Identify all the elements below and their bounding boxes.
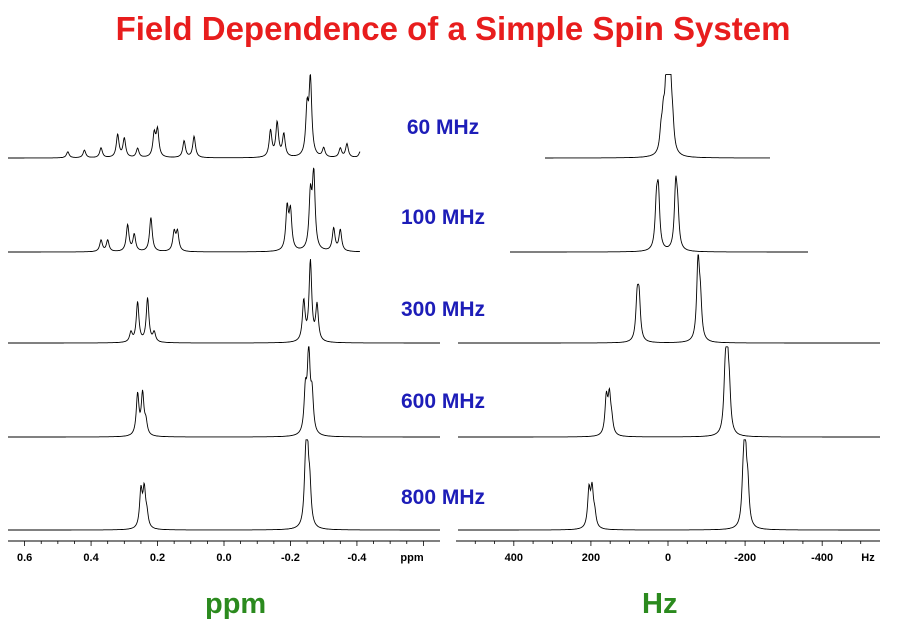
hz-tick-label: 200 [582,552,600,564]
spectra-plot: 0.6 0.4 0.2 0.0 -0.2 -0.4 ppm 400 200 0 -200 -400 Hz [8,73,880,564]
hz-tick-label: -400 [811,552,833,564]
ppm-spectrum-300-mhz [8,259,440,344]
hz-tick-label: 0 [665,552,671,564]
ppm-spectrum-60-mhz [8,74,361,159]
ppm-tick-label: 0.0 [216,552,231,564]
hz-axis-label: Hz [642,588,678,620]
ppm-tick-label: 0.4 [83,552,99,564]
hz-spectrum-300-mhz [458,254,880,344]
ppm-tick-label: 0.2 [150,552,165,564]
hz-spectrum-600-mhz [458,346,880,438]
ppm-spectrum-100-mhz [8,167,360,253]
chart-title: Field Dependence of a Simple Spin System [115,10,791,47]
freq-label-60: 60 MHz [406,116,480,139]
freq-label-100: 100 MHz [400,206,486,229]
ppm-spectrum-600-mhz [8,346,440,438]
freq-label-300: 300 MHz [400,298,486,321]
freq-label-600: 600 MHz [400,390,486,413]
ppm-tick-label: -0.4 [347,552,367,564]
hz-tick-label: -200 [734,552,756,564]
ppm-spectrum-800-mhz [8,439,440,531]
hz-spectrum-100-mhz [510,175,808,253]
ppm-tick-label: -0.2 [281,552,300,564]
ppm-tick-label: 0.6 [17,552,32,564]
ppm-axis-label: ppm [205,588,267,620]
hz-spectrum-60-mhz [545,73,770,159]
hz-tick-label: 400 [505,552,523,564]
hz-spectrum-800-mhz [458,439,880,531]
ppm-unit-label: ppm [400,552,423,564]
freq-label-800: 800 MHz [400,486,486,509]
hz-unit-label: Hz [861,552,875,564]
